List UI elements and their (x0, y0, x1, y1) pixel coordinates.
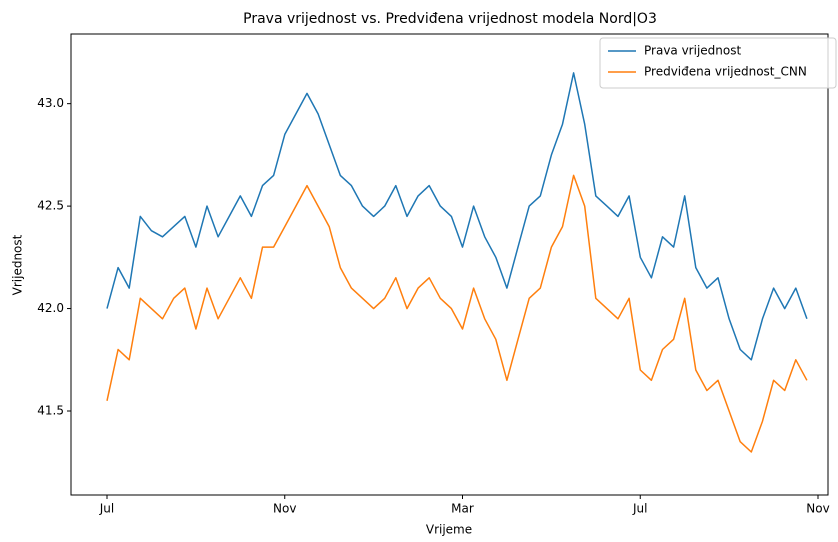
series-line (106, 174, 808, 453)
x-tick-label: Mar (451, 502, 474, 516)
legend-label: Prava vrijednost (644, 44, 741, 58)
y-tick-label: 41.5 (37, 403, 64, 417)
x-tick-label: Nov (273, 502, 296, 516)
legend-box (599, 37, 837, 89)
x-axis-label: Vrijeme (426, 523, 472, 537)
y-tick-label: 42.0 (37, 301, 64, 315)
series-line (106, 72, 808, 361)
y-tick-label: 42.5 (37, 199, 64, 213)
chart-title: Prava vrijednost vs. Predviđena vrijedno… (243, 11, 657, 27)
y-tick-label: 43.0 (37, 96, 64, 110)
x-tick-label: Nov (806, 502, 829, 516)
x-tick-label: Jul (632, 502, 647, 516)
plot-frame (70, 33, 829, 496)
y-axis-label: Vrijednost (11, 234, 25, 295)
x-tick-label: Jul (99, 502, 114, 516)
legend-label: Predviđena vrijednost_CNN (644, 65, 807, 79)
